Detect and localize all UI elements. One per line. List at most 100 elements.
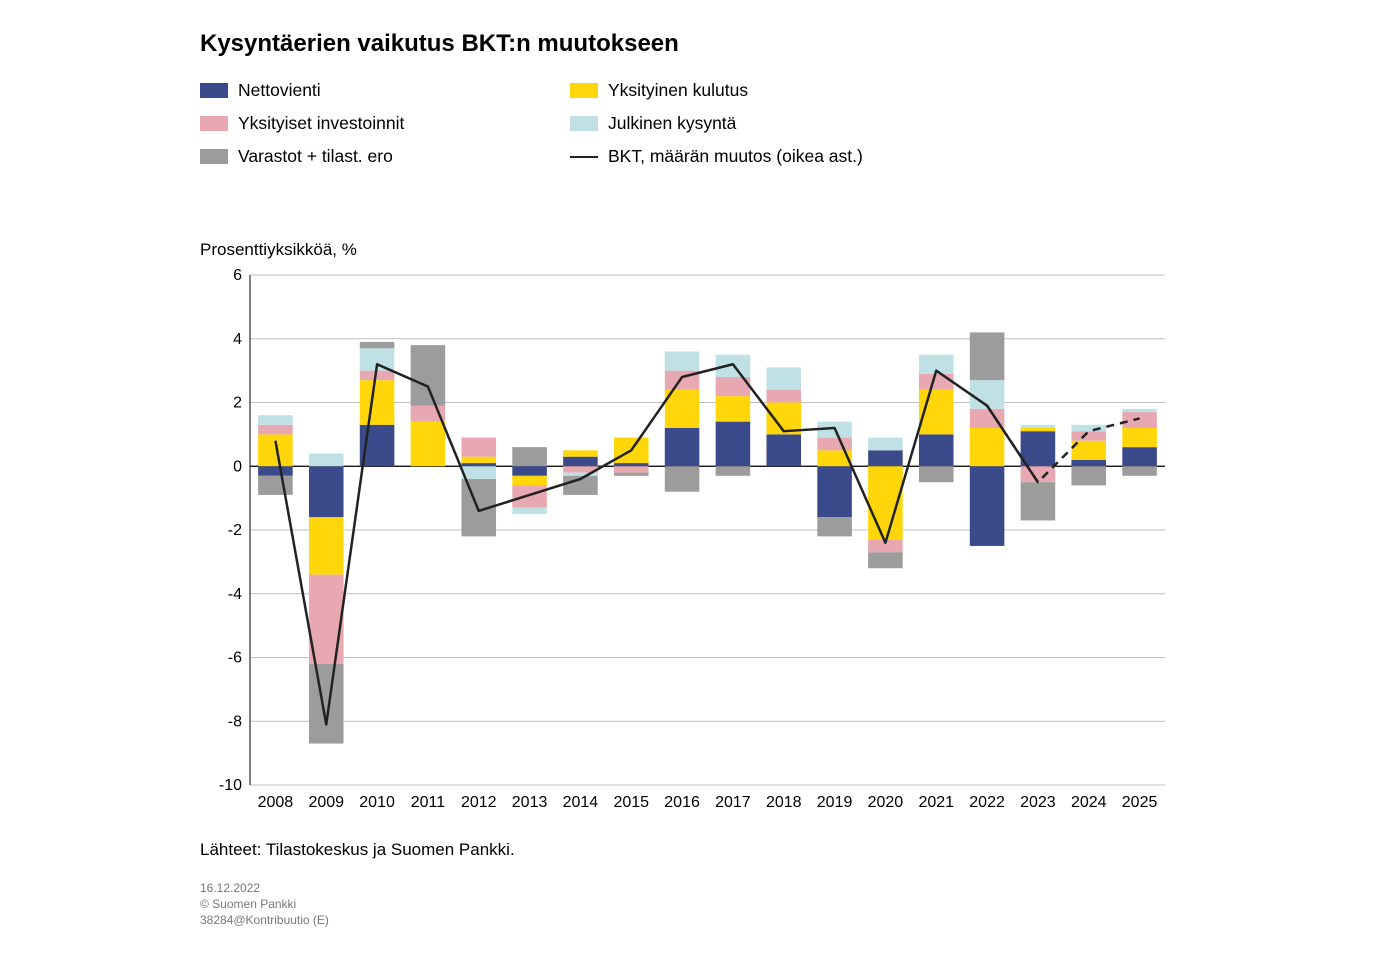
bar-segment <box>766 434 801 466</box>
bar-segment <box>817 466 852 517</box>
bar-segment <box>258 466 293 476</box>
x-tick-label: 2017 <box>715 794 751 811</box>
bar-segment <box>1122 412 1157 428</box>
bar-segment <box>1021 466 1056 482</box>
bar-segment <box>512 447 547 466</box>
y-tick-label: -10 <box>219 777 242 794</box>
legend-label: Yksityiset investoinnit <box>238 113 404 134</box>
bar-segment <box>716 422 751 467</box>
meta-org: © Suomen Pankki <box>200 896 329 912</box>
bar-segment <box>411 422 446 467</box>
legend-swatch-icon <box>200 83 228 98</box>
y-tick-label: 0 <box>233 458 242 475</box>
bar-segment <box>1071 460 1106 466</box>
bar-segment <box>1021 425 1056 428</box>
legend-swatch-icon <box>570 116 598 131</box>
y-tick-label: -4 <box>228 586 242 603</box>
gdp-line-forecast <box>987 406 1139 483</box>
bar-segment <box>1071 431 1106 441</box>
x-tick-label: 2024 <box>1071 794 1107 811</box>
legend-label: Nettovienti <box>238 80 321 101</box>
bar-segment <box>970 332 1005 380</box>
x-tick-label: 2014 <box>563 794 599 811</box>
y-tick-label: -8 <box>228 713 242 730</box>
bar-segment <box>1122 466 1157 476</box>
x-tick-label: 2013 <box>512 794 548 811</box>
x-tick-label: 2015 <box>613 794 649 811</box>
legend-item: Yksityiset investoinnit <box>200 113 570 134</box>
bar-segment <box>614 473 649 476</box>
bar-segment <box>258 415 293 425</box>
bar-segment <box>716 466 751 476</box>
bar-segment <box>1021 482 1056 520</box>
x-tick-label: 2016 <box>664 794 700 811</box>
bar-segment <box>919 434 954 466</box>
bar-segment <box>563 457 598 467</box>
chart-title: Kysyntäerien vaikutus BKT:n muutokseen <box>200 30 679 58</box>
x-tick-label: 2020 <box>868 794 904 811</box>
bar-segment <box>817 517 852 536</box>
bar-segment <box>1071 466 1106 485</box>
legend-item: Varastot + tilast. ero <box>200 146 570 167</box>
bar-segment <box>461 463 496 466</box>
meta-date: 16.12.2022 <box>200 880 329 896</box>
y-tick-label: -6 <box>228 650 242 667</box>
legend-swatch-icon <box>570 83 598 98</box>
bar-segment <box>716 396 751 422</box>
bar-segment <box>665 428 700 466</box>
bar-segment <box>766 390 801 403</box>
legend-item: Julkinen kysyntä <box>570 113 1090 134</box>
legend-line-icon <box>570 156 598 158</box>
bar-segment <box>919 374 954 390</box>
y-tick-label: 2 <box>233 395 242 412</box>
bar-segment <box>868 450 903 466</box>
bar-segment <box>1122 428 1157 447</box>
legend-swatch-icon <box>200 116 228 131</box>
bar-segment <box>461 438 496 457</box>
bar-segment <box>258 425 293 435</box>
chart-svg: -10-8-6-4-202462008200920102011201220132… <box>200 265 1180 825</box>
bar-segment <box>614 463 649 466</box>
bar-segment <box>817 438 852 451</box>
bar-segment <box>411 345 446 406</box>
y-tick-label: 6 <box>233 267 242 284</box>
x-tick-label: 2019 <box>817 794 853 811</box>
y-tick-label: 4 <box>233 331 242 348</box>
bar-segment <box>868 552 903 568</box>
chart-sources: Lähteet: Tilastokeskus ja Suomen Pankki. <box>200 840 515 860</box>
legend-item: Nettovienti <box>200 80 570 101</box>
bar-segment <box>563 450 598 456</box>
bar-segment <box>1021 431 1056 466</box>
bar-segment <box>1071 425 1106 431</box>
x-tick-label: 2022 <box>969 794 1005 811</box>
bar-segment <box>461 457 496 463</box>
chart-plot-area: -10-8-6-4-202462008200920102011201220132… <box>200 265 1180 805</box>
legend: Nettovienti Yksityinen kulutus Yksityiset … <box>200 80 1090 167</box>
y-axis-label: Prosenttiyksikköä, % <box>200 240 357 260</box>
bar-segment <box>512 485 547 507</box>
bar-segment <box>665 466 700 492</box>
bar-segment <box>360 342 395 348</box>
bar-segment <box>309 454 344 467</box>
bar-segment <box>461 466 496 479</box>
bar-segment <box>970 466 1005 546</box>
bar-segment <box>258 434 293 466</box>
bar-segment <box>919 466 954 482</box>
chart-metadata: 16.12.2022 © Suomen Pankki 38284@Kontrib… <box>200 880 329 929</box>
bars <box>258 332 1157 743</box>
bar-segment <box>258 476 293 495</box>
bar-segment <box>868 438 903 451</box>
bar-segment <box>512 466 547 476</box>
bar-segment <box>309 664 344 744</box>
x-tick-label: 2021 <box>918 794 954 811</box>
x-tick-label: 2008 <box>258 794 294 811</box>
bar-segment <box>665 352 700 371</box>
x-tick-label: 2010 <box>359 794 395 811</box>
bar-segment <box>360 380 395 425</box>
legend-label: Yksityinen kulutus <box>608 80 748 101</box>
bar-segment <box>309 517 344 574</box>
legend-item: BKT, määrän muutos (oikea ast.) <box>570 146 1090 167</box>
bar-segment <box>1122 447 1157 466</box>
bar-segment <box>512 508 547 514</box>
x-tick-label: 2023 <box>1020 794 1056 811</box>
